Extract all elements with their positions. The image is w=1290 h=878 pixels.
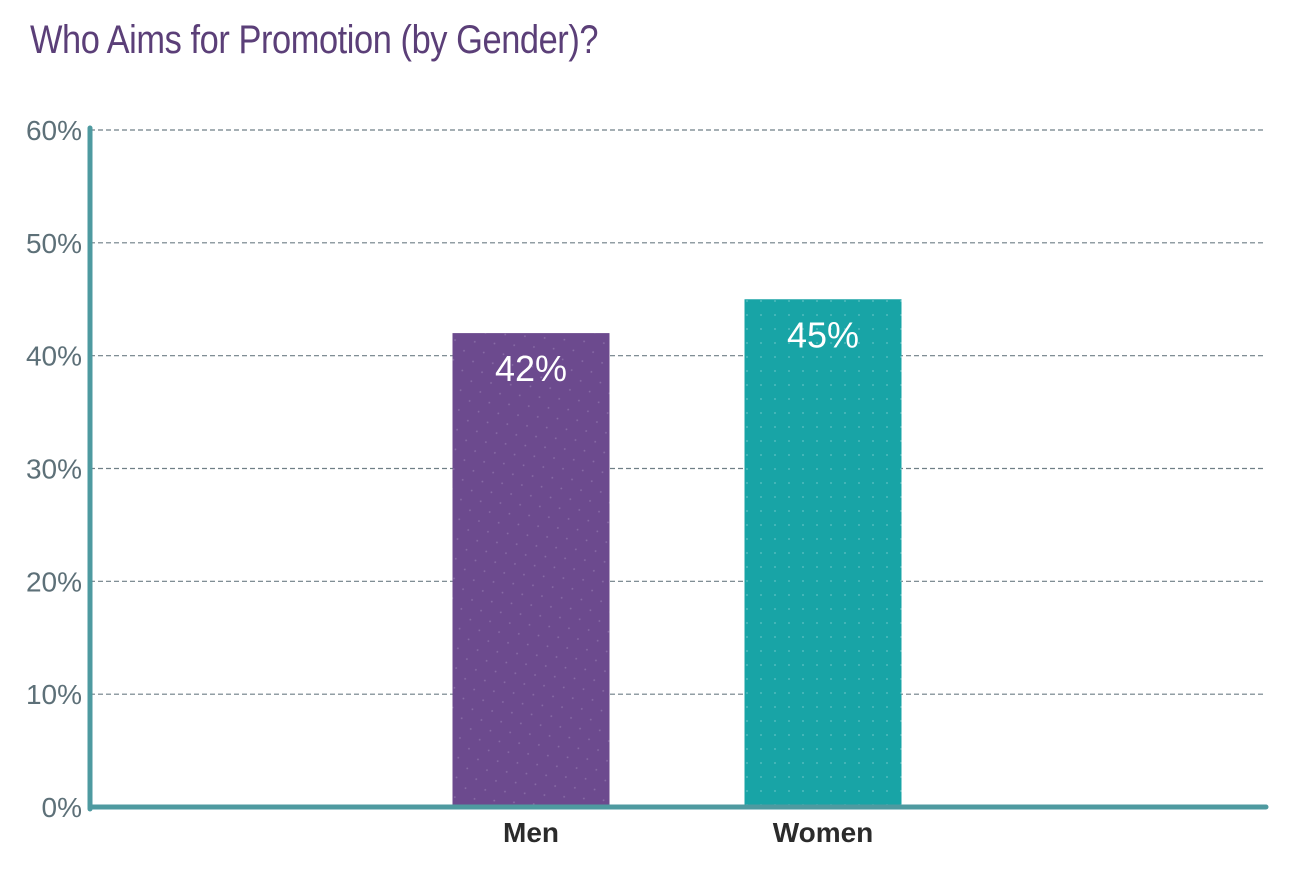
axes <box>87 125 1269 812</box>
y-tick-label: 30% <box>26 454 82 485</box>
chart-title: Who Aims for Promotion (by Gender)? <box>30 18 599 62</box>
y-tick-label: 0% <box>42 792 82 823</box>
gridlines <box>90 129 1266 695</box>
bars: 42% 45% <box>452 299 902 807</box>
x-category-label: Men <box>503 817 559 848</box>
y-tick-label: 60% <box>26 115 82 146</box>
y-tick-label: 40% <box>26 341 82 372</box>
x-axis-category-labels: Men Women <box>503 817 873 848</box>
x-category-label: Women <box>773 817 874 848</box>
data-label-women: 45% <box>787 314 859 355</box>
bar-women <box>744 299 902 807</box>
bar-men <box>452 333 610 807</box>
y-tick-label: 10% <box>26 679 82 710</box>
y-tick-label: 20% <box>26 566 82 597</box>
data-label-men: 42% <box>495 348 567 389</box>
y-tick-label: 50% <box>26 228 82 259</box>
y-axis-tick-labels: 0% 10% 20% 30% 40% 50% 60% <box>26 115 82 823</box>
